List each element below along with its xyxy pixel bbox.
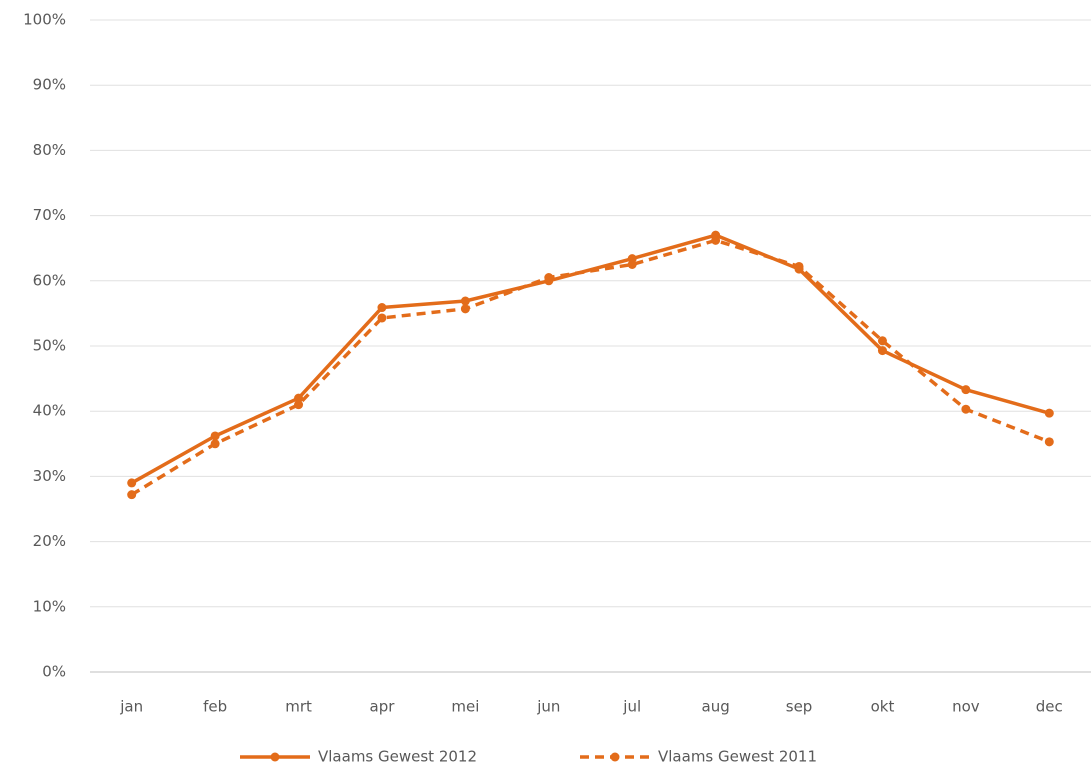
data-point [460,296,470,306]
x-tick-label: mrt [285,698,312,716]
data-point [961,385,971,395]
x-tick-label: sep [786,698,813,716]
data-point [294,400,304,410]
data-point [544,273,554,283]
x-tick-label: mei [451,698,479,716]
y-tick-label: 90% [33,76,66,94]
x-tick-label: okt [871,698,895,716]
data-point [711,235,721,245]
y-tick-label: 30% [33,467,66,485]
legend-label: Vlaams Gewest 2012 [318,748,477,766]
data-point [127,478,137,488]
data-point [210,431,220,441]
data-point [627,260,637,269]
data-point [1044,408,1054,418]
y-tick-label: 20% [33,532,66,550]
data-point [210,439,220,449]
y-tick-label: 100% [23,11,66,29]
data-point [377,303,387,313]
x-tick-label: feb [203,698,227,716]
series-line [130,238,1050,497]
y-tick-label: 70% [33,206,66,224]
x-tick-label: apr [370,698,396,716]
y-tick-label: 80% [33,141,66,159]
y-tick-label: 50% [33,337,66,355]
x-tick-label: jul [622,698,641,716]
x-tick-label: nov [952,698,980,716]
data-point [877,336,887,346]
x-tick-label: jan [119,698,143,716]
legend-marker [270,752,280,762]
data-point [877,346,887,356]
x-tick-label: dec [1036,698,1063,716]
data-point [1044,437,1054,447]
y-tick-label: 60% [33,271,66,289]
data-point [294,393,304,403]
data-point [127,490,137,500]
x-tick-label: aug [702,698,730,716]
data-point [794,261,804,271]
y-tick-label: 10% [33,597,66,615]
legend-marker [610,752,620,762]
y-tick-label: 0% [42,663,66,681]
legend-label: Vlaams Gewest 2011 [658,748,817,766]
x-tick-label: jun [536,698,560,716]
data-point [961,404,971,414]
data-point [377,313,387,323]
data-point [460,304,470,314]
y-tick-label: 40% [33,402,66,420]
